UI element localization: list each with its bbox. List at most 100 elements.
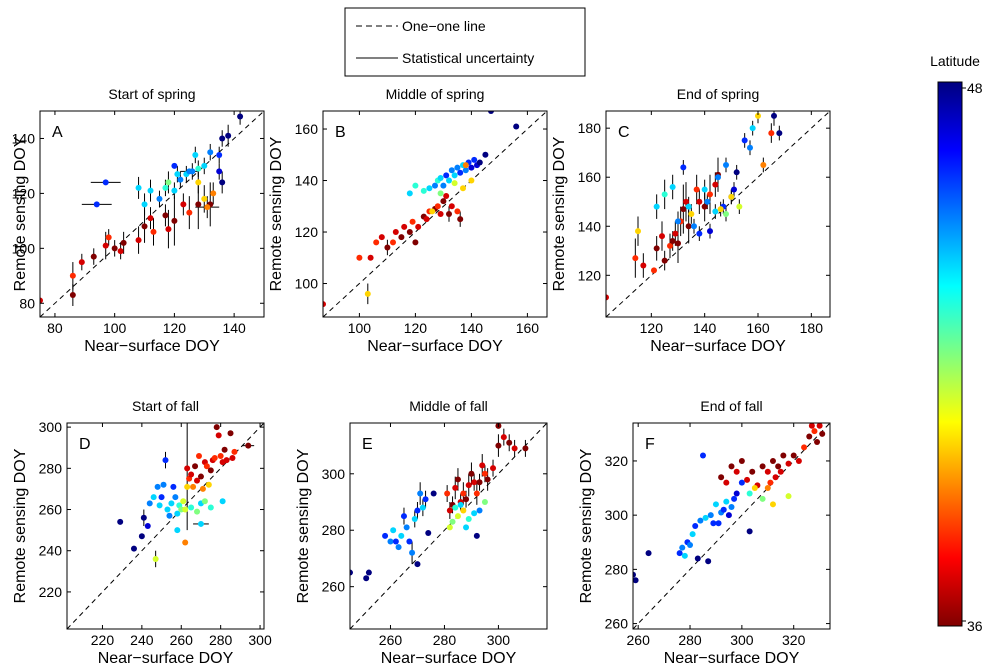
data-point bbox=[171, 187, 178, 194]
data-point bbox=[811, 428, 818, 435]
data-point bbox=[204, 204, 211, 211]
axes-frame bbox=[66, 422, 265, 630]
y-tick-label: 100 bbox=[295, 276, 319, 292]
panel-b: 100 120 140 160 100 120 140 160 B Middle of sprin… bbox=[268, 86, 548, 355]
data-point bbox=[635, 228, 641, 235]
data-point bbox=[213, 424, 220, 431]
data-point bbox=[437, 190, 444, 197]
x-axis-label: Near−surface DOY bbox=[650, 338, 786, 355]
x-axis-label: Near−surface DOY bbox=[381, 650, 517, 667]
data-point bbox=[69, 272, 76, 279]
y-tick-label: 260 bbox=[605, 616, 629, 632]
data-point bbox=[755, 112, 761, 119]
data-point bbox=[412, 182, 419, 189]
y-tick-label: 280 bbox=[39, 460, 63, 476]
colorbar-gradient bbox=[937, 81, 963, 627]
data-point bbox=[759, 463, 766, 470]
x-tick-label: 300 bbox=[487, 632, 511, 648]
y-tick-label: 280 bbox=[605, 561, 629, 577]
colorbar-min-label: 36 bbox=[967, 618, 983, 634]
data-point bbox=[511, 445, 518, 452]
data-point bbox=[669, 184, 676, 191]
x-axis-label: Near−surface DOY bbox=[98, 650, 234, 667]
data-point bbox=[728, 463, 735, 470]
legend-label-one-one: One−one line bbox=[402, 18, 486, 34]
panel-title: Start of fall bbox=[132, 398, 199, 414]
data-point bbox=[171, 217, 178, 224]
data-point bbox=[680, 164, 687, 171]
y-tick-label: 260 bbox=[39, 502, 63, 518]
data-point bbox=[409, 549, 416, 556]
y-tick-label: 120 bbox=[12, 185, 36, 201]
data-point bbox=[203, 463, 210, 470]
data-point bbox=[675, 218, 681, 225]
data-point bbox=[473, 532, 480, 539]
one-one-line bbox=[323, 111, 547, 317]
data-point bbox=[733, 468, 740, 475]
data-point bbox=[392, 538, 399, 545]
data-point bbox=[640, 262, 647, 269]
data-point bbox=[174, 527, 181, 534]
y-axis-label: Remote sensing DOY bbox=[295, 448, 312, 603]
panel-letter: A bbox=[52, 124, 63, 141]
data-point bbox=[350, 569, 353, 576]
data-point bbox=[606, 294, 609, 301]
data-point bbox=[457, 169, 464, 176]
data-point bbox=[69, 292, 76, 299]
data-point bbox=[712, 208, 719, 215]
y-tick-label: 320 bbox=[605, 453, 629, 469]
data-point bbox=[174, 510, 181, 517]
data-point bbox=[195, 179, 202, 186]
data-point bbox=[130, 545, 137, 552]
y-axis-label: Remote sensing DOY bbox=[12, 448, 29, 603]
data-point bbox=[697, 517, 704, 524]
x-axis-label: Near−surface DOY bbox=[664, 650, 800, 667]
y-tick-label: 120 bbox=[295, 224, 319, 240]
data-point bbox=[776, 130, 783, 137]
data-point bbox=[463, 496, 470, 503]
data-point bbox=[152, 555, 159, 562]
data-point bbox=[738, 479, 745, 486]
data-point bbox=[633, 571, 636, 578]
data-point bbox=[769, 457, 776, 464]
data-point bbox=[479, 462, 486, 469]
panel-letter: D bbox=[79, 436, 91, 453]
data-point bbox=[696, 230, 703, 237]
data-point bbox=[451, 180, 458, 187]
data-point bbox=[387, 538, 394, 545]
legend-label-uncertainty: Statistical uncertainty bbox=[402, 50, 534, 66]
data-point bbox=[150, 228, 157, 235]
data-point bbox=[120, 239, 127, 246]
data-point bbox=[197, 520, 204, 527]
data-point bbox=[117, 518, 124, 525]
data-point bbox=[446, 177, 452, 184]
data-point bbox=[806, 433, 813, 440]
data-point bbox=[814, 438, 821, 445]
y-axis-label: Remote sensing DOY bbox=[12, 136, 29, 291]
data-point bbox=[406, 538, 413, 545]
y-tick-label: 220 bbox=[39, 584, 63, 600]
data-point bbox=[323, 301, 326, 308]
data-point bbox=[692, 523, 699, 529]
data-point bbox=[715, 174, 721, 181]
data-point bbox=[777, 468, 784, 475]
data-point bbox=[382, 532, 389, 539]
data-point bbox=[685, 223, 692, 230]
axes-frame bbox=[349, 422, 548, 630]
data-point bbox=[723, 211, 729, 217]
data-point bbox=[457, 216, 464, 223]
data-point bbox=[659, 233, 665, 240]
data-point bbox=[454, 513, 461, 520]
data-point bbox=[749, 468, 756, 475]
y-axis-label: Remote sensing DOY bbox=[551, 136, 568, 291]
plot-content bbox=[40, 111, 264, 317]
data-point bbox=[471, 156, 478, 163]
data-point bbox=[446, 507, 453, 514]
data-point bbox=[406, 229, 413, 236]
data-point bbox=[676, 550, 683, 557]
data-point bbox=[417, 490, 424, 497]
x-tick-label: 100 bbox=[103, 320, 127, 336]
data-point bbox=[425, 530, 432, 537]
data-point bbox=[816, 423, 823, 429]
axes-frame bbox=[39, 110, 265, 318]
